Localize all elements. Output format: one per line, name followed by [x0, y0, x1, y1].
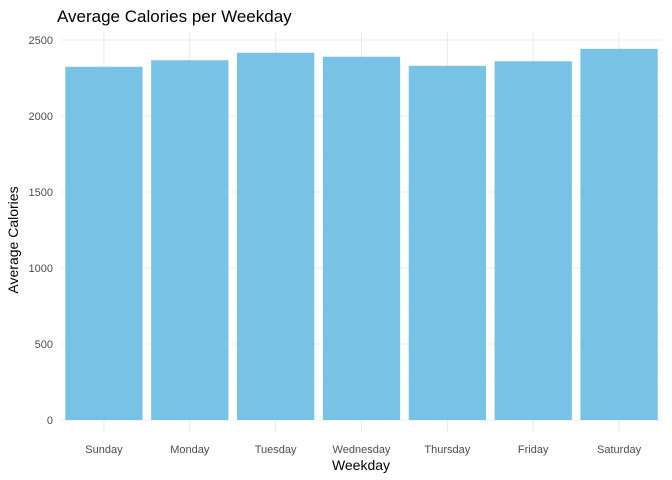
x-axis-title: Weekday — [332, 457, 390, 473]
bar-friday — [494, 61, 572, 420]
y-tick-label: 1500 — [29, 187, 53, 199]
x-tick-label: Sunday — [85, 444, 123, 456]
x-tick-label: Friday — [518, 444, 549, 456]
x-axis-ticks: Sunday Monday Tuesday Wednesday Thursday Frid… — [85, 444, 641, 456]
bar-monday — [151, 60, 229, 420]
y-tick-label: 2500 — [29, 35, 53, 47]
y-tick-label: 1000 — [29, 263, 53, 275]
bar-thursday — [408, 65, 486, 420]
bar-tuesday — [237, 52, 315, 420]
bars — [65, 48, 658, 420]
bar-sunday — [65, 66, 143, 420]
bar-saturday — [580, 48, 658, 420]
y-tick-label: 500 — [35, 339, 53, 351]
x-tick-label: Wednesday — [333, 444, 391, 456]
chart-title: Average Calories per Weekday — [57, 7, 292, 26]
y-tick-label: 2000 — [29, 111, 53, 123]
y-axis-ticks: 0 500 1000 1500 2000 2500 — [29, 35, 53, 427]
bar-wednesday — [322, 56, 401, 420]
x-tick-label: Thursday — [424, 444, 470, 456]
y-axis-title: Average Calories — [5, 186, 21, 293]
x-tick-label: Saturday — [597, 444, 642, 456]
y-tick-label: 0 — [47, 415, 53, 427]
x-tick-label: Tuesday — [255, 444, 297, 456]
x-tick-label: Monday — [170, 444, 210, 456]
